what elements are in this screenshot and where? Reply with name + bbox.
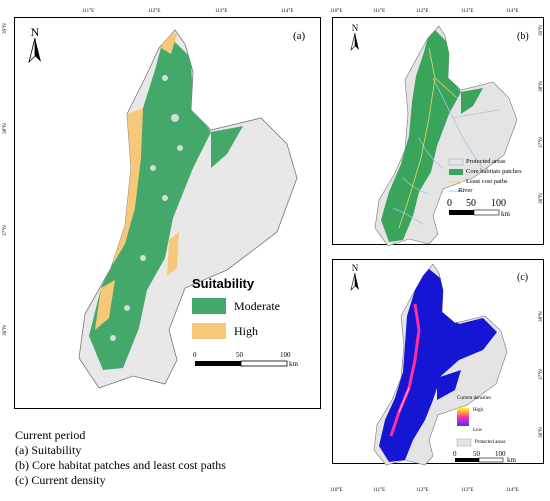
caption-line: (a) Suitability xyxy=(15,443,82,457)
figure-caption: Current period (a) Suitability (b) Core … xyxy=(15,428,226,488)
legend-swatch-high xyxy=(192,323,226,339)
scale-bar-white xyxy=(478,457,504,463)
tick-right-c: 36°N xyxy=(538,427,544,438)
moderate-suitability-area xyxy=(89,32,211,370)
tick-right-b: 39°N xyxy=(538,25,544,36)
density-high-corridor xyxy=(398,387,410,413)
legend-label-low: Low xyxy=(473,428,483,433)
tick-bottom-c: 110°E xyxy=(330,488,343,493)
river-lines xyxy=(392,77,500,225)
legend-swatch-protected xyxy=(448,158,464,166)
core-habitat-patch xyxy=(381,26,461,242)
density-low-area xyxy=(437,370,461,400)
tick-right-b: 37°N xyxy=(538,137,544,148)
density-color-ramp xyxy=(457,408,469,426)
tick-bottom-c: 113°E xyxy=(461,488,474,493)
legend-label-high: High xyxy=(234,324,258,338)
scale-unit: km xyxy=(289,360,298,368)
panel-letter-c: (c) xyxy=(517,272,529,283)
north-arrow-icon xyxy=(350,32,359,51)
caption-line: Current period xyxy=(15,428,86,442)
scale-unit: km xyxy=(507,456,516,464)
least-cost-paths xyxy=(398,47,458,229)
legend-swatch-protected xyxy=(456,438,472,447)
high-suitability-area xyxy=(167,232,179,276)
tick-top-a: 114°E xyxy=(281,9,294,14)
tick-bottom-c: 114°E xyxy=(506,488,519,493)
scale-label-0: 0 xyxy=(447,198,452,209)
north-arrow: N xyxy=(24,26,46,69)
suitability-map xyxy=(78,29,298,389)
caption-line: (c) Current density xyxy=(15,473,106,487)
scale-bar-white xyxy=(473,209,500,216)
scale-bar-black xyxy=(455,458,479,462)
scale-label-100: 100 xyxy=(495,450,506,458)
scale-label-50: 50 xyxy=(236,351,243,359)
tick-right-b: 36°N xyxy=(538,193,544,204)
north-arrow-icon xyxy=(28,37,41,64)
legend-swatch-core xyxy=(449,169,463,175)
legend-label-protected: Protected areas xyxy=(475,440,506,445)
current-density-map xyxy=(373,263,508,466)
tick-top-b: 113°E xyxy=(461,9,474,14)
tick-left-a: 36°N xyxy=(2,325,8,336)
high-suitability-area xyxy=(95,280,115,330)
map-panel-suitability: N (a) Suitability Moderate High 0 50 100… xyxy=(14,17,321,409)
tick-right-c: 38°N xyxy=(538,311,544,322)
scale-bar-white xyxy=(240,360,288,367)
core-habitat-map xyxy=(374,25,518,247)
legend-swatch-moderate xyxy=(192,298,226,314)
density-low-area xyxy=(379,264,497,462)
scale-label-100: 100 xyxy=(491,198,506,209)
scale-unit: km xyxy=(501,210,510,218)
tick-top-b: 114°E xyxy=(506,9,519,14)
map-panel-core-habitats: N (b) Protected areas Core habitats patc… xyxy=(332,17,544,247)
legend-title: Suitability xyxy=(192,276,255,291)
north-arrow: N xyxy=(347,24,363,56)
moderate-suitability-area xyxy=(211,126,243,168)
north-arrow: N xyxy=(347,264,363,296)
tick-left-a: 38°N xyxy=(2,123,8,134)
core-habitat-patch xyxy=(461,88,483,114)
legend-label-river: River xyxy=(458,187,473,194)
tick-right-c: 37°N xyxy=(538,369,544,380)
legend-label-high: High xyxy=(473,408,483,413)
panel-letter-b: (b) xyxy=(517,31,529,42)
scale-bar-black xyxy=(195,361,241,366)
tick-top-b: 112°E xyxy=(416,9,429,14)
panel-letter-a: (a) xyxy=(293,30,306,42)
legend-label-paths: Least cost paths xyxy=(466,178,508,185)
legend-label-protected: Protected areas xyxy=(466,158,506,165)
density-high-corridor xyxy=(389,303,421,437)
scale-label-0: 0 xyxy=(453,450,457,458)
north-arrow-icon xyxy=(350,272,359,291)
tick-top-a: 112°E xyxy=(148,9,161,14)
tick-top-b: 110°E xyxy=(330,9,343,14)
north-letter: N xyxy=(30,25,40,39)
caption-line: (b) Core habitat patches and least cost … xyxy=(15,458,226,472)
tick-bottom-c: 112°E xyxy=(416,488,429,493)
legend-label-core: Core habitats patches xyxy=(466,168,522,175)
north-letter: N xyxy=(351,263,359,273)
tick-top-a: 111°E xyxy=(82,9,95,14)
tick-right-b: 38°N xyxy=(538,81,544,92)
scale-label-100: 100 xyxy=(280,351,291,359)
tick-top-b: 111°E xyxy=(373,9,386,14)
legend-label-moderate: Moderate xyxy=(234,299,280,313)
map-panel-current-density: N (c) Current densities High Low Protect… xyxy=(332,259,544,466)
legend-title-density: Current densities xyxy=(457,396,492,401)
tick-left-a: 37°N xyxy=(2,225,8,236)
scale-bar-black xyxy=(449,210,474,215)
north-letter: N xyxy=(351,23,359,33)
scale-label-0: 0 xyxy=(193,351,197,359)
scale-label-50: 50 xyxy=(473,450,480,458)
scale-label-50: 50 xyxy=(466,198,476,209)
tick-top-a: 113°E xyxy=(215,9,228,14)
tick-bottom-c: 111°E xyxy=(373,488,386,493)
tick-left-a: 39°N xyxy=(2,23,8,34)
